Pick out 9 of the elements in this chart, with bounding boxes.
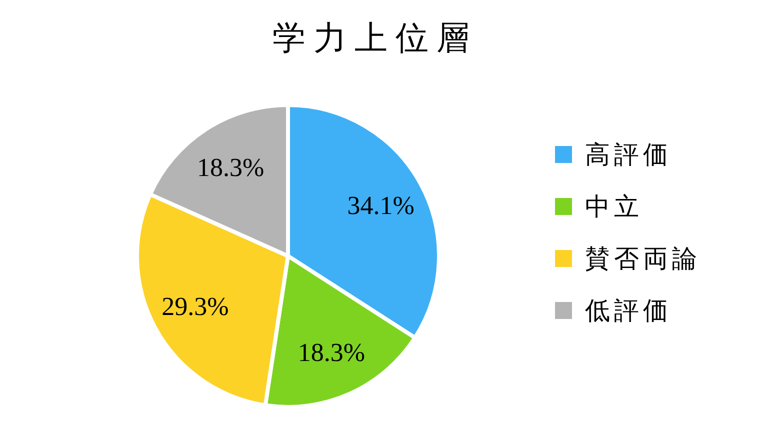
chart-title: 学力上位層	[272, 20, 478, 59]
data-label: 34.1%	[347, 190, 414, 220]
legend-label: 賛否両論	[585, 244, 701, 274]
legend-label: 中立	[585, 192, 643, 222]
legend-label: 低評価	[585, 296, 672, 326]
legend-label: 高評価	[585, 140, 672, 170]
data-label: 18.3%	[196, 152, 264, 182]
data-label: 29.3%	[162, 292, 229, 322]
data-label: 18.3%	[298, 338, 366, 367]
